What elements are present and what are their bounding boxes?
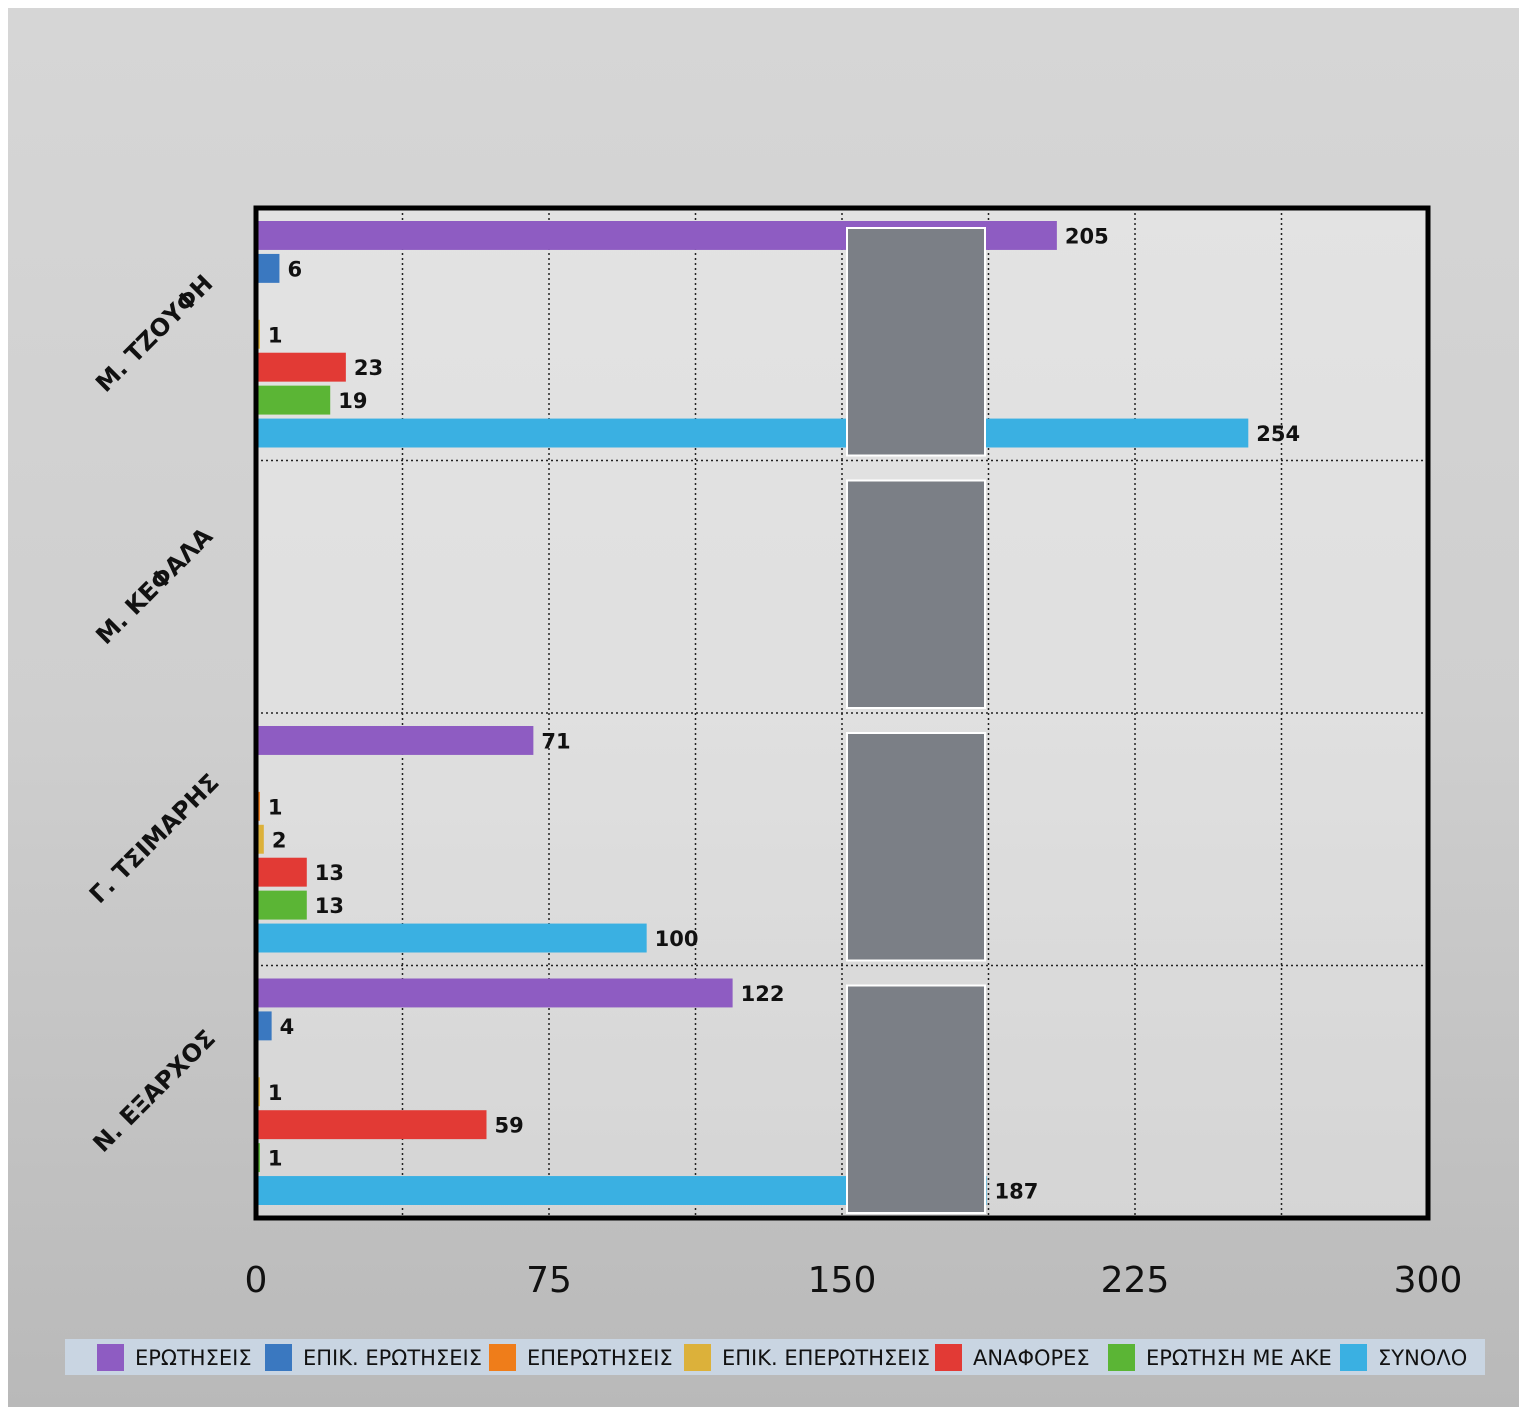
bar (256, 726, 533, 755)
value-label: 1 (268, 1081, 283, 1105)
legend-label: ΕΠΙΚ. ΕΡΩΤΗΣΕΙΣ (303, 1346, 482, 1370)
value-label: 6 (287, 257, 302, 281)
value-label: 187 (995, 1180, 1039, 1204)
photo (847, 481, 985, 709)
value-label: 19 (338, 389, 367, 413)
legend-label: ΣΥΝΟΛΟ (1378, 1346, 1467, 1370)
bar (256, 419, 1248, 448)
bar (256, 254, 279, 283)
legend-label: ΕΠΕΡΩΤΗΣΕΙΣ (527, 1346, 673, 1370)
legend-swatch (1340, 1344, 1367, 1371)
bar (256, 891, 307, 920)
value-label: 23 (354, 356, 383, 380)
photo (847, 733, 985, 961)
legend-label: ΑΝΑΦΟΡΕΣ (973, 1346, 1090, 1370)
x-tick-label: 75 (526, 1260, 572, 1301)
photo (847, 228, 985, 456)
x-tick-label: 300 (1394, 1260, 1463, 1301)
photo (847, 986, 985, 1214)
value-label: 100 (655, 927, 699, 951)
value-label: 59 (494, 1114, 523, 1138)
value-label: 13 (315, 894, 344, 918)
legend-swatch (1108, 1344, 1135, 1371)
legend-swatch (489, 1344, 516, 1371)
x-tick-label: 150 (808, 1260, 877, 1301)
legend-label: ΕΡΩΤΗΣΕΙΣ (135, 1346, 252, 1370)
chart: 075150225300205612319254Μ. ΤΖΟΥΦΗΜ. ΚΕΦΑ… (0, 0, 1527, 1415)
value-label: 4 (280, 1015, 295, 1039)
x-tick-label: 225 (1101, 1260, 1170, 1301)
bar (256, 1110, 486, 1139)
value-label: 13 (315, 861, 344, 885)
value-label: 2 (272, 828, 287, 852)
legend-label: ΕΠΙΚ. ΕΠΕΡΩΤΗΣΕΙΣ (722, 1346, 930, 1370)
legend-swatch (265, 1344, 292, 1371)
bar (256, 858, 307, 887)
value-label: 254 (1256, 422, 1300, 446)
value-label: 1 (268, 1147, 283, 1171)
legend-swatch (935, 1344, 962, 1371)
bar (256, 386, 330, 415)
legend-swatch (97, 1344, 124, 1371)
value-label: 205 (1065, 224, 1109, 248)
legend-swatch (684, 1344, 711, 1371)
legend-label: ΕΡΩΤΗΣΗ ΜΕ ΑΚΕ (1146, 1346, 1332, 1370)
bar (256, 979, 733, 1008)
value-label: 122 (741, 982, 785, 1006)
value-label: 1 (268, 323, 283, 347)
value-label: 1 (268, 795, 283, 819)
x-tick-label: 0 (245, 1260, 268, 1301)
bar (256, 924, 647, 953)
bar (256, 353, 346, 382)
value-label: 71 (541, 729, 570, 753)
